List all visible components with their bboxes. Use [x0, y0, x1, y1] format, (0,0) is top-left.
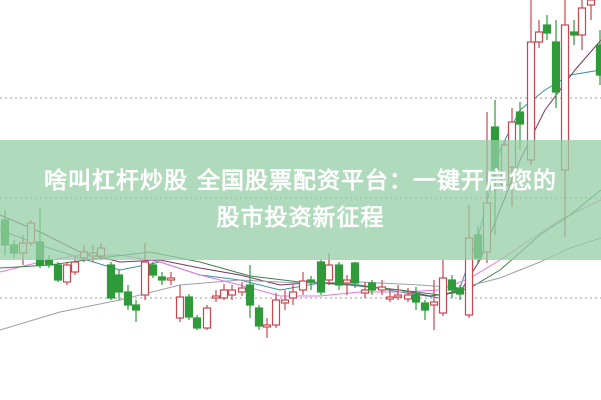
candle-up	[211, 295, 221, 299]
candle-down	[123, 291, 133, 306]
candle-up	[288, 291, 298, 299]
candle-down	[350, 262, 360, 284]
candle-down	[515, 111, 525, 125]
candle-down	[157, 276, 167, 281]
candle-down	[184, 296, 194, 318]
candle-down	[254, 307, 264, 327]
candle-up	[393, 294, 403, 298]
candle-up	[403, 294, 413, 300]
candle-down	[44, 259, 54, 266]
candle-down	[306, 279, 316, 283]
candle-up	[377, 286, 387, 291]
candle-up	[237, 287, 247, 293]
candle-up	[175, 296, 185, 319]
banner-title-line-2: 股市投资新征程	[216, 205, 385, 231]
candle-down	[542, 24, 552, 34]
candle-down	[551, 41, 561, 93]
candle-up	[438, 277, 448, 314]
candle-up	[385, 296, 395, 300]
candle-down	[316, 261, 326, 293]
candle-down	[455, 287, 465, 295]
candle-up	[360, 289, 370, 294]
candle-down	[148, 264, 158, 276]
candle-up	[586, 0, 596, 6]
candle-up	[324, 264, 334, 281]
candle-down	[334, 264, 344, 286]
candle-up	[219, 289, 229, 299]
candle-up	[429, 301, 439, 306]
candle-down	[192, 317, 202, 329]
moving-average-line	[0, 237, 601, 331]
candle-down	[114, 274, 124, 293]
candle-up	[227, 289, 237, 296]
candle-up	[534, 31, 544, 43]
candle-down	[411, 294, 421, 303]
candle-down	[569, 31, 579, 36]
candle-up	[262, 324, 272, 328]
candle-down	[53, 264, 63, 281]
candle-down	[420, 302, 430, 311]
candle-down	[245, 284, 255, 306]
candle-down	[106, 264, 116, 299]
candle-up	[62, 264, 72, 283]
candle-down	[367, 282, 377, 291]
candle-up	[202, 307, 212, 329]
candle-up	[166, 277, 176, 281]
candle-up	[280, 299, 290, 304]
candle-up	[271, 299, 281, 326]
candle-down	[131, 304, 141, 311]
candle-up	[298, 280, 308, 291]
title-banner: 啥叫杠杆炒股 全国股票配资平台：一键开启您的 股市投资新征程	[0, 140, 601, 260]
candle-down	[595, 44, 601, 76]
candle-up	[577, 7, 587, 36]
candle-up	[70, 261, 80, 273]
candle-up	[342, 279, 352, 284]
banner-title-line-1: 啥叫杠杆炒股 全国股票配资平台：一键开启您的	[43, 168, 557, 194]
candle-down	[447, 279, 457, 291]
candle-up	[140, 261, 150, 296]
